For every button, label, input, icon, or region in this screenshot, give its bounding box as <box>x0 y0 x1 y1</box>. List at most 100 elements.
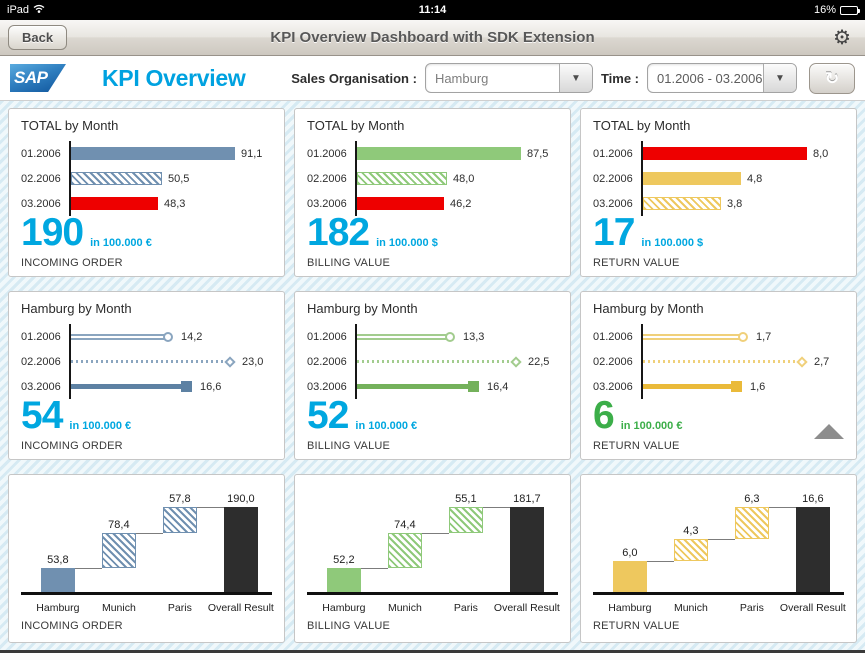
line-track: 23,0 <box>69 349 272 374</box>
sap-logo: SAP <box>10 64 66 92</box>
line-track: 13,3 <box>355 324 558 349</box>
bar-chart: 01.2006 8,0 02.2006 4,8 03.2006 3,8 <box>593 141 844 216</box>
line-value-label: 22,5 <box>528 355 550 368</box>
gear-icon[interactable]: ⚙ <box>833 26 851 49</box>
chart-row: 02.2006 2,7 <box>593 349 844 374</box>
line-value-label: 13,3 <box>463 330 485 343</box>
waterfall-bar <box>224 507 258 592</box>
status-bar: iPad 11:14 16% <box>0 0 865 20</box>
waterfall-value-label: 190,0 <box>227 493 255 505</box>
bar-chart: 01.2006 87,5 02.2006 48,0 03.2006 46,2 <box>307 141 558 216</box>
category-label: 01.2006 <box>21 330 61 343</box>
bar <box>643 147 807 160</box>
waterfall-connector <box>135 532 164 534</box>
waterfall-bar <box>327 567 361 592</box>
line-value-label: 14,2 <box>181 330 203 343</box>
waterfall-chart: 52,2 Hamburg 74,4 Munich 55,1 Paris 181,7 Overa… <box>307 486 560 614</box>
chart-row: 02.2006 50,5 <box>21 166 272 191</box>
nav-title: KPI Overview Dashboard with SDK Extensio… <box>270 29 595 46</box>
bar-value-label: 8,0 <box>813 147 829 160</box>
kpi-unit: in 100.000 € <box>620 420 683 432</box>
waterfall-bar <box>613 561 647 592</box>
bar-value-label: 4,8 <box>747 172 763 185</box>
waterfall-connector <box>196 507 225 508</box>
waterfall-bar <box>510 507 544 592</box>
trend-up-arrow-icon <box>814 407 844 440</box>
chart-title: Hamburg by Month <box>593 301 704 316</box>
line <box>71 360 228 363</box>
category-label: 01.2006 <box>593 330 633 343</box>
waterfall-value-label: 57,8 <box>169 493 191 505</box>
chart-title: TOTAL by Month <box>307 118 405 133</box>
back-button[interactable]: Back <box>8 25 68 50</box>
sales-org-dropdown[interactable]: Hamburg ▼ <box>424 63 593 93</box>
waterfall-card-billing-value[interactable]: 52,2 Hamburg 74,4 Munich 55,1 Paris 181,7 Overa… <box>294 474 571 643</box>
category-label: Munich <box>673 602 708 614</box>
nav-bar: KPI Overview Dashboard with SDK Extensio… <box>0 20 865 56</box>
bar-track: 48,3 <box>69 191 272 216</box>
lollipop-chart: 01.2006 14,2 02.2006 23,0 03.2006 16,6 <box>21 324 272 399</box>
battery-icon <box>840 5 860 15</box>
chart-row: 03.2006 46,2 <box>307 191 558 216</box>
chart-title: Hamburg by Month <box>21 301 132 316</box>
line-track: 16,4 <box>355 374 558 399</box>
category-label: 03.2006 <box>21 197 61 210</box>
waterfall-value-label: 55,1 <box>455 493 477 505</box>
line-track: 1,6 <box>641 374 844 399</box>
waterfall-card-return-value[interactable]: 6,0 Hamburg 4,3 Munich 6,3 Paris 16,6 Overall R… <box>580 474 857 643</box>
category-label: Overall Result <box>779 602 846 614</box>
carrier-label: iPad <box>7 4 30 16</box>
kpi-number: 17 <box>593 211 635 255</box>
bar-value-label: 48,3 <box>164 197 186 210</box>
category-label: 02.2006 <box>593 355 633 368</box>
chart-row: 01.2006 87,5 <box>307 141 558 166</box>
waterfall-bar <box>674 539 708 562</box>
chart-row: 02.2006 4,8 <box>593 166 844 191</box>
waterfall-connector <box>74 567 103 569</box>
kpi-unit: in 100.000 € <box>69 420 132 432</box>
bar-track: 8,0 <box>641 141 844 166</box>
category-label: Paris <box>453 602 478 614</box>
kpi-card-hamburg-incoming-order[interactable]: Hamburg by Month 01.2006 14,2 02.2006 23,0 0… <box>8 291 285 460</box>
waterfall-bar <box>449 507 483 533</box>
kpi-unit: in 100.000 $ <box>376 237 438 249</box>
chart-row: 02.2006 22,5 <box>307 349 558 374</box>
line <box>643 360 800 363</box>
chart-row: 01.2006 13,3 <box>307 324 558 349</box>
line-track: 14,2 <box>69 324 272 349</box>
bar-track: 87,5 <box>355 141 558 166</box>
chart-row: 03.2006 16,4 <box>307 374 558 399</box>
bar <box>71 172 162 185</box>
category-label: Hamburg <box>608 602 652 614</box>
chevron-down-icon[interactable]: ▼ <box>763 64 796 92</box>
kpi-card-total-return-value[interactable]: TOTAL by Month 01.2006 8,0 02.2006 4,8 03.20… <box>580 108 857 277</box>
kpi-number: 182 <box>307 211 370 255</box>
chevron-down-icon[interactable]: ▼ <box>558 64 592 92</box>
battery-percent: 16% <box>813 4 836 16</box>
kpi-footer: INCOMING ORDER <box>21 257 123 269</box>
category-label: 03.2006 <box>21 380 61 393</box>
kpi-card-total-billing-value[interactable]: TOTAL by Month 01.2006 87,5 02.2006 48,0 03.… <box>294 108 571 277</box>
category-label: 03.2006 <box>593 197 633 210</box>
chart-row: 01.2006 1,7 <box>593 324 844 349</box>
screen-bottom-edge <box>0 650 865 653</box>
baseline-axis <box>307 592 558 595</box>
refresh-button[interactable]: ↻ <box>809 62 855 94</box>
kpi-unit: in 100.000 $ <box>641 237 704 249</box>
kpi-card-hamburg-return-value[interactable]: Hamburg by Month 01.2006 1,7 02.2006 2,7 03.… <box>580 291 857 460</box>
category-label: Munich <box>101 602 136 614</box>
time-dropdown[interactable]: 01.2006 - 03.2006 ▼ <box>647 63 797 93</box>
bar <box>71 197 158 210</box>
chart-row: 01.2006 91,1 <box>21 141 272 166</box>
app-header: SAP KPI Overview Sales Organisation : Ha… <box>0 56 865 101</box>
kpi-card-hamburg-billing-value[interactable]: Hamburg by Month 01.2006 13,3 02.2006 22,5 0… <box>294 291 571 460</box>
kpi-card-total-incoming-order[interactable]: TOTAL by Month 01.2006 91,1 02.2006 50,5 03.… <box>8 108 285 277</box>
waterfall-connector <box>360 567 389 569</box>
waterfall-connector <box>768 507 797 508</box>
marker-square <box>731 381 742 392</box>
chart-row: 03.2006 1,6 <box>593 374 844 399</box>
line <box>643 333 739 340</box>
waterfall-card-incoming-order[interactable]: 53,8 Hamburg 78,4 Munich 57,8 Paris 190,0 Overa… <box>8 474 285 643</box>
baseline-axis <box>21 592 272 595</box>
